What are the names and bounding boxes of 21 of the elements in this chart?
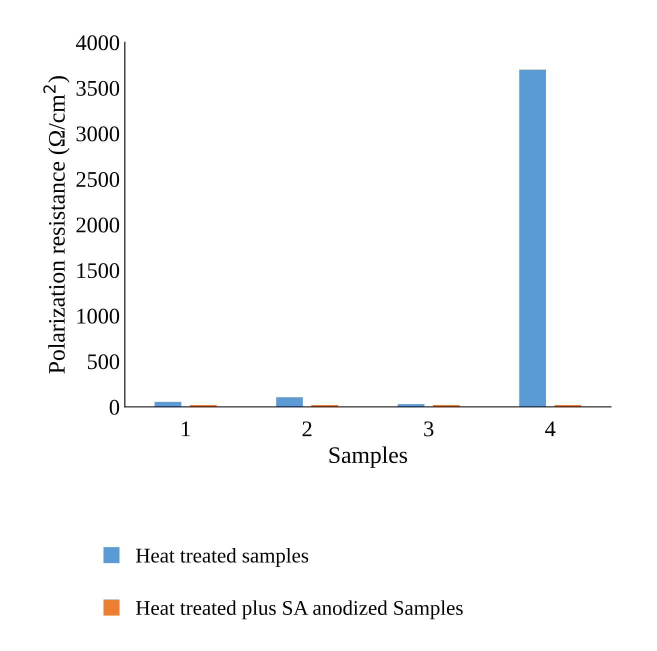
bar [276, 397, 303, 407]
y-tick-label: 4000 [76, 35, 120, 50]
y-tick-label: 2000 [76, 218, 120, 233]
bar [154, 402, 182, 407]
y-axis-title: Polarization resistance (Ω/cm$^{2}$) [43, 76, 70, 374]
bar [398, 404, 424, 407]
x-tick-label: 4 [545, 422, 556, 436]
y-tick-label: 1500 [77, 263, 120, 278]
x-axis-title: Samples [329, 446, 408, 468]
x-tick-label: 2 [302, 421, 312, 436]
x-tick-label: 3 [424, 421, 434, 436]
y-tick-label: 3500 [76, 80, 120, 96]
y-tick-label: 2500 [76, 172, 120, 187]
y-tick-label: 500 [88, 354, 120, 370]
x-tick-label: 1 [182, 422, 190, 436]
y-tick-label: 3000 [76, 126, 120, 142]
y-tick-label: 0 [110, 400, 120, 415]
y-tick-label: 1000 [77, 308, 120, 324]
legend-label: Heat treated samples [136, 548, 308, 567]
bar [519, 70, 546, 407]
legend-label: Heat treated plus SA anodized Samples [136, 600, 463, 620]
